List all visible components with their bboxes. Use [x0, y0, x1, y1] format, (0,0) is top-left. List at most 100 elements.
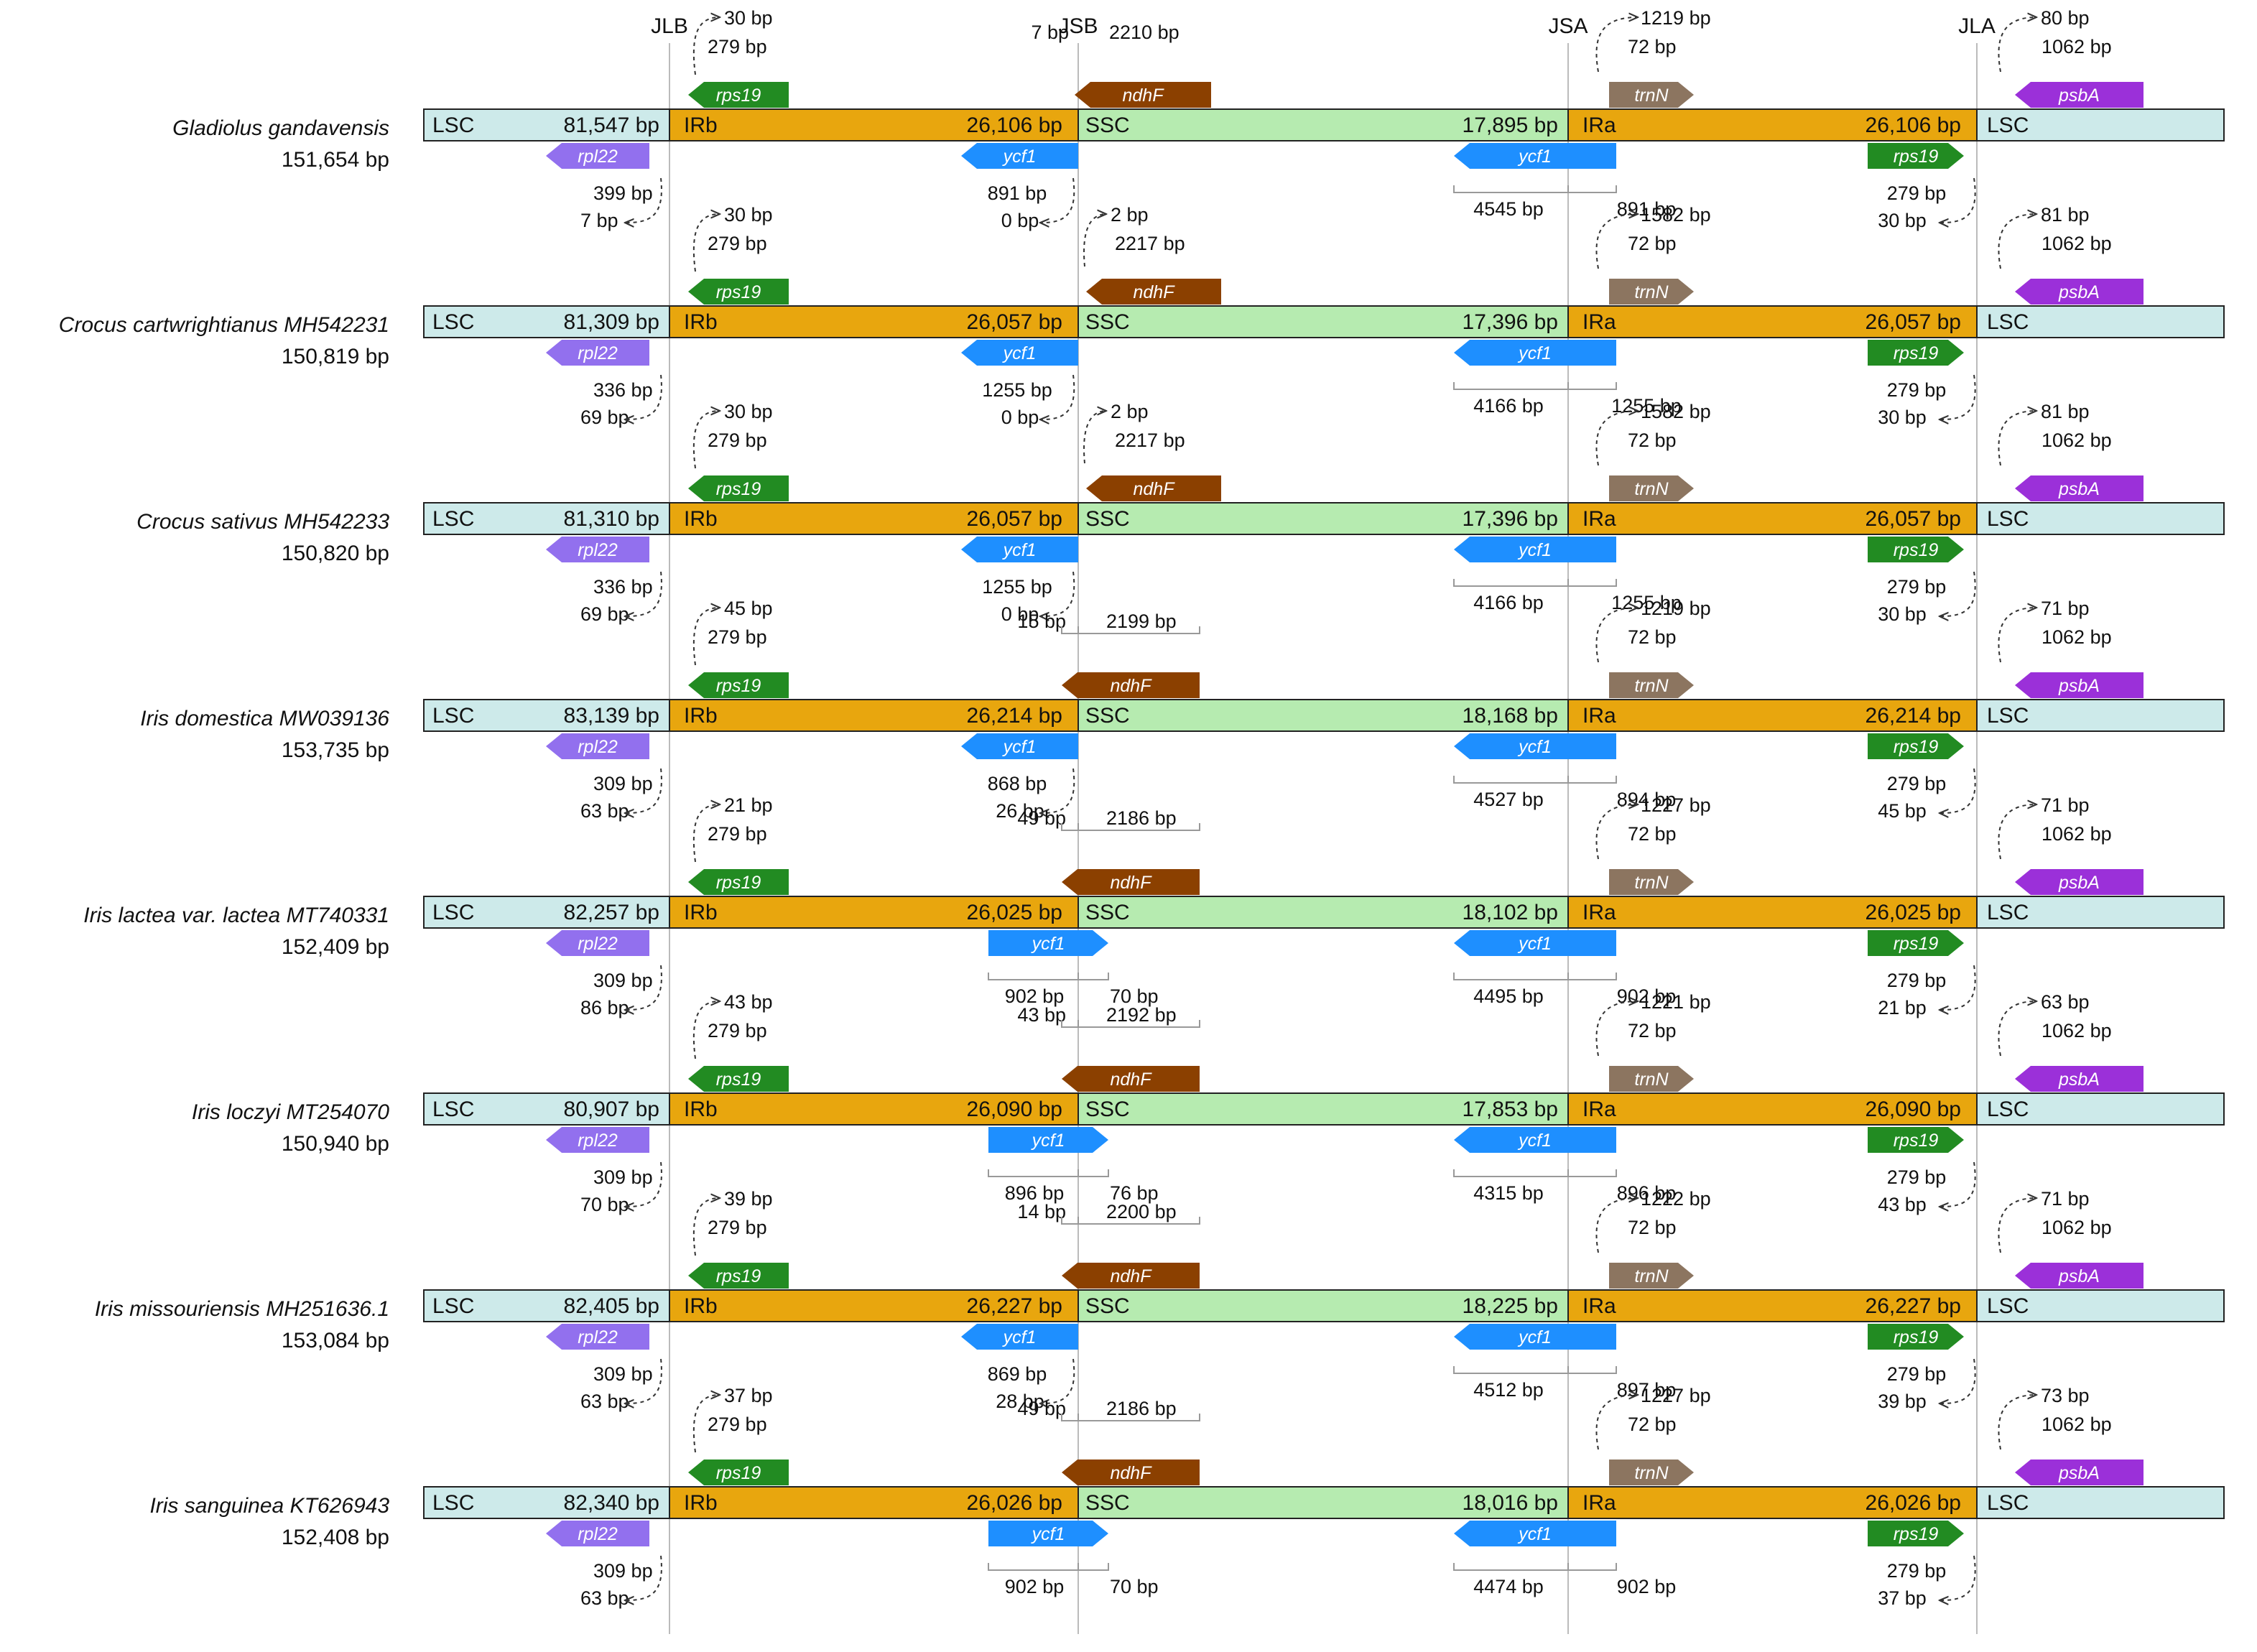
ira-length: 26,057 bp [1866, 507, 1961, 531]
gene-ndhf-label: ndhF [1123, 85, 1165, 106]
region-label-irb: IRb [684, 704, 718, 728]
gene-trnn-shape [1609, 869, 1694, 895]
ssc-length: 17,396 bp [1463, 310, 1558, 334]
gene-ycf1-irb-shape [988, 930, 1108, 956]
ycf1-jsa-bracket-right [1567, 1169, 1617, 1177]
gene-trnn-label: trnN [1634, 873, 1669, 893]
ssc-length: 17,396 bp [1463, 507, 1558, 531]
psba-arrow [1998, 1198, 2036, 1253]
gene-rpl22-label: rpl22 [578, 343, 618, 363]
gene-ycf1-jsa: ycf1 [1454, 1521, 1616, 1546]
rpl22-gap-bp: 86 bp [580, 997, 629, 1018]
psba-dist-bp: 81 bp [2041, 401, 2090, 422]
psba-len-bp: 1062 bp [2042, 1217, 2112, 1238]
ndhf-left-bp: 7 bp [1031, 22, 1069, 43]
psba-arrow [1998, 17, 2036, 73]
gene-rpl22-label: rpl22 [578, 934, 618, 954]
rpl22-gap-bp: 69 bp [580, 603, 629, 625]
irb-length: 26,026 bp [967, 1491, 1062, 1515]
gene-ycf1-jsa-shape [1454, 537, 1616, 562]
ycf1-jsa-bp-left: 4512 bp [1473, 1379, 1544, 1401]
ycf1-jsa-bracket-left [1453, 382, 1569, 390]
gene-psba-label: psbA [2058, 1463, 2100, 1483]
rps19-ira-len-bp: 279 bp [1887, 1560, 1947, 1582]
gene-ndhf: ndhF [1062, 1066, 1200, 1092]
region-label-lsc-right: LSC [1987, 310, 2029, 334]
gene-ndhf: ndhF [1062, 672, 1200, 698]
species-row: Iris missouriensis MH251636.1 153,084 bp L… [95, 1188, 2225, 1412]
gene-rps19-irb-shape [688, 1460, 789, 1485]
gene-rps19-ira: rps19 [1868, 930, 1964, 956]
ycf1-irb-bp-b: 70 bp [1110, 1576, 1159, 1597]
gene-ndhf: ndhF [1062, 869, 1200, 895]
gene-ycf1-irb-label: ycf1 [1031, 1131, 1065, 1151]
ycf1-irb-bp-a: 902 bp [1005, 1576, 1065, 1597]
region-label-irb: IRb [684, 1491, 718, 1515]
gene-rps19-ira-label: rps19 [1894, 540, 1939, 560]
rpl22-len-bp: 309 bp [593, 773, 653, 794]
irb-length: 26,090 bp [967, 1098, 1062, 1121]
gene-rps19-irb: rps19 [688, 869, 789, 895]
region-ira [1567, 108, 1978, 141]
gene-psba-shape [2015, 1066, 2144, 1092]
rpl22-arrow [625, 177, 662, 223]
rps19-len-bp: 279 bp [708, 36, 767, 57]
region-label-irb: IRb [684, 1098, 718, 1121]
rps19-ira-len-bp: 279 bp [1887, 773, 1947, 794]
junction-label-jsb: JSB [1058, 14, 1098, 38]
rpl22-len-bp: 309 bp [593, 1166, 653, 1188]
rpl22-arrow [625, 374, 662, 419]
gene-ycf1-irb-label: ycf1 [1031, 934, 1065, 954]
rps19-len-bp: 279 bp [708, 1020, 767, 1041]
gene-psba-label: psbA [2058, 282, 2100, 302]
gene-ycf1-irb: ycf1 [961, 537, 1078, 562]
rps19-arrow [692, 608, 720, 666]
lsc-length: 82,257 bp [564, 901, 659, 924]
rps19-len-bp: 279 bp [708, 823, 767, 845]
gene-ycf1-jsa-shape [1454, 143, 1616, 169]
gene-psba-shape [2015, 672, 2144, 698]
trnn-dist-bp: 1582 bp [1641, 204, 1711, 226]
gene-ndhf-label: ndhF [1134, 479, 1176, 499]
rps19-arrow [692, 1395, 720, 1453]
rps19-ext-bp: 45 bp [724, 598, 773, 619]
ndhf-left-bp: 49 bp [1017, 807, 1066, 829]
gene-ndhf-label: ndhF [1111, 1266, 1153, 1286]
junction-label-jsa: JSA [1548, 14, 1588, 38]
trnn-arrow [1595, 411, 1638, 466]
gene-psba-label: psbA [2058, 1069, 2100, 1090]
rps19-ira-arrow [1939, 1555, 1976, 1600]
ycf1-irb-bp-b: 76 bp [1110, 1182, 1159, 1204]
gene-ycf1-jsa-shape [1454, 733, 1616, 759]
gene-trnn: trnN [1609, 1460, 1694, 1485]
gene-ycf1-jsa: ycf1 [1454, 340, 1616, 366]
ycf1-jsa-bracket-left [1453, 1366, 1569, 1374]
rps19-ira-ext-bp: 30 bp [1878, 407, 1927, 428]
trnn-dist-bp: 1221 bp [1641, 991, 1711, 1013]
gene-trnn-label: trnN [1634, 1069, 1669, 1090]
gene-ycf1-jsa-label: ycf1 [1517, 1131, 1552, 1151]
trnn-arrow [1595, 1001, 1638, 1057]
gene-rps19-ira-shape [1868, 733, 1964, 759]
region-label-irb: IRb [684, 310, 718, 334]
gene-rpl22-label: rpl22 [578, 147, 618, 167]
gene-trnn-shape [1609, 1066, 1694, 1092]
region-label-ssc: SSC [1085, 1491, 1130, 1515]
region-label-irb: IRb [684, 507, 718, 531]
region-irb [669, 305, 1079, 338]
region-label-ssc: SSC [1085, 507, 1130, 531]
gene-ndhf-label: ndhF [1111, 676, 1153, 696]
gene-rpl22: rpl22 [546, 733, 649, 759]
region-label-irb: IRb [684, 901, 718, 924]
gene-psba-shape [2015, 82, 2144, 108]
gene-ycf1-irb: ycf1 [988, 1127, 1108, 1153]
rps19-ira-arrow [1939, 1161, 1976, 1207]
lsc-length: 82,405 bp [564, 1294, 659, 1318]
species-row: Iris sanguinea KT626943 152,408 bp LSC 82,3… [149, 1385, 2225, 1609]
region-label-lsc: LSC [432, 310, 474, 334]
gene-rps19-irb-label: rps19 [716, 873, 761, 893]
gene-rps19-ira-label: rps19 [1894, 934, 1939, 954]
region-lsc-left [423, 1092, 670, 1126]
gene-psba-shape [2015, 1460, 2144, 1485]
gene-ycf1-jsa-label: ycf1 [1517, 1327, 1552, 1347]
